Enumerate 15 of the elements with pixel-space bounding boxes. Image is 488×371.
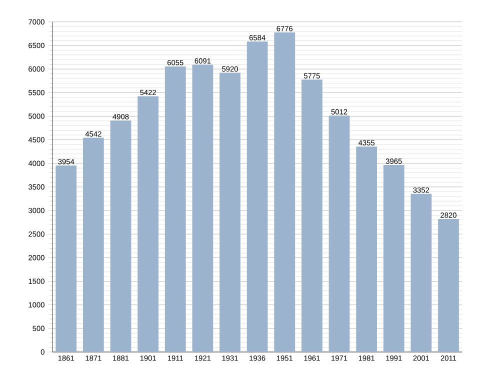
- bar: [438, 219, 459, 352]
- bar: [274, 32, 296, 352]
- bar: [83, 138, 104, 352]
- bar: [56, 166, 77, 352]
- bar: [192, 64, 214, 352]
- bar: [328, 116, 350, 352]
- bar: [246, 42, 268, 352]
- bar: [383, 165, 404, 352]
- bar: [110, 120, 132, 352]
- bar: [164, 66, 186, 352]
- bar: [220, 72, 240, 352]
- bar: [301, 80, 322, 352]
- bar: [356, 146, 377, 352]
- bar: [138, 96, 159, 352]
- bar: [410, 194, 432, 352]
